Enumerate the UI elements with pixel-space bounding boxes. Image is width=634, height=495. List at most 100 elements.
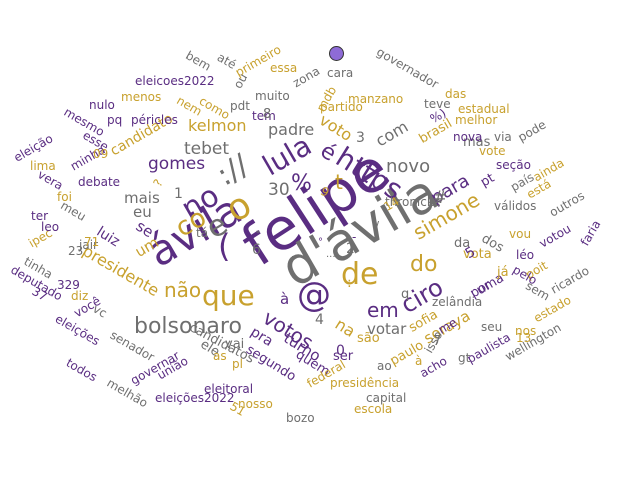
word-manzano: manzano bbox=[348, 92, 404, 106]
word-mas: mas bbox=[463, 135, 491, 150]
word-nao: não bbox=[164, 278, 202, 302]
word-1: 1 bbox=[174, 186, 183, 202]
word-acho: acho bbox=[417, 353, 450, 381]
word-todos: todos bbox=[63, 355, 100, 385]
word-symbol-179: : bbox=[347, 275, 352, 291]
word-7: 7 bbox=[433, 334, 442, 349]
word-71: 71 bbox=[84, 235, 100, 249]
word-symbol-16: % bbox=[291, 171, 312, 196]
word-eleitoral: eleitoral bbox=[204, 382, 254, 396]
word-gt: gt bbox=[458, 351, 471, 365]
word-nova: nova bbox=[453, 130, 483, 144]
word-13: 13 bbox=[516, 331, 532, 345]
word-das: das bbox=[445, 87, 467, 101]
word-eu: eu bbox=[133, 203, 152, 221]
word-da: da bbox=[454, 236, 471, 251]
word-symbol-39: # bbox=[433, 188, 448, 208]
word-329: 329 bbox=[57, 278, 80, 292]
word-pt: pt bbox=[478, 170, 498, 191]
word-via: via bbox=[494, 130, 512, 144]
word-thronicke: thronicke bbox=[385, 195, 441, 209]
word-melhor: melhor bbox=[455, 113, 498, 127]
word-30: 30 bbox=[268, 180, 290, 200]
word-bozo: bozo bbox=[286, 411, 315, 425]
word-secao: seção bbox=[496, 158, 531, 172]
word-ter: ter bbox=[31, 209, 49, 223]
word-menos: menos bbox=[121, 90, 162, 104]
word-de: de bbox=[341, 257, 379, 292]
word-bolsonaro: bolsonaro bbox=[134, 314, 242, 339]
word-partido: partido bbox=[320, 100, 363, 114]
word-t: t bbox=[335, 170, 343, 194]
word-voto: voto bbox=[315, 110, 356, 145]
word-vota: vota bbox=[463, 247, 492, 262]
word-paulista: paulista bbox=[464, 330, 513, 366]
word-symbol-178: - bbox=[352, 230, 357, 244]
word-capital: capital bbox=[366, 391, 407, 405]
word-leo: leo bbox=[41, 220, 60, 234]
word-pericles: péricles bbox=[131, 113, 178, 127]
word-vote: vote bbox=[479, 144, 506, 158]
word-pl: pl bbox=[232, 357, 243, 371]
word-mais: mais bbox=[124, 189, 160, 207]
word-bem: bem bbox=[183, 48, 214, 74]
word-ao: ao bbox=[377, 359, 392, 373]
word-eleicoes2022: eleições2022 bbox=[155, 391, 235, 405]
word-3: 3 bbox=[356, 130, 365, 146]
word-na: na bbox=[331, 314, 359, 341]
word-2: 2 bbox=[346, 241, 355, 257]
word-zelandia: zelândia bbox=[432, 295, 483, 309]
word-em: em bbox=[367, 298, 399, 322]
word-tem: tem bbox=[252, 109, 276, 123]
word-nulo: nulo bbox=[89, 98, 115, 112]
word-teve: teve bbox=[424, 97, 451, 111]
word-kelmon: kelmon bbox=[188, 116, 247, 135]
word-as: as bbox=[213, 349, 227, 363]
word-leo: léo bbox=[516, 248, 535, 262]
word-governador: governador bbox=[374, 44, 441, 92]
word-cara: cara bbox=[327, 66, 354, 80]
word-faria: faria bbox=[577, 217, 604, 249]
word-6: 6 bbox=[252, 242, 261, 258]
word-seu: seu bbox=[481, 320, 503, 334]
word-pdt: pdt bbox=[230, 99, 250, 113]
word-jair: jair bbox=[79, 238, 98, 252]
word-muito: muito bbox=[255, 89, 290, 103]
word-symbol-176: ? bbox=[150, 176, 166, 190]
word-q: q bbox=[401, 287, 410, 302]
word-ricardo: ricardo bbox=[548, 263, 592, 297]
word-diz: diz bbox=[71, 289, 89, 303]
word-symbol-181: * bbox=[256, 229, 260, 238]
word-validos: válidos bbox=[494, 199, 537, 213]
word-essa: essa bbox=[270, 61, 298, 75]
word-escola: escola bbox=[354, 402, 393, 416]
word-gomes: gomes bbox=[148, 154, 206, 174]
word-ta: tá bbox=[196, 226, 209, 240]
word-sao: são bbox=[357, 331, 380, 346]
word-lima: lima bbox=[30, 159, 56, 173]
word-ja: já bbox=[497, 265, 509, 280]
word-do: do bbox=[410, 252, 438, 277]
word-nos: nos bbox=[515, 324, 537, 338]
word-estadual: estadual bbox=[458, 102, 510, 116]
word-outros: outros bbox=[547, 188, 587, 220]
word-votar: votar bbox=[367, 320, 407, 338]
word-8: 8 bbox=[263, 107, 272, 122]
word-que: que bbox=[202, 279, 255, 312]
word-foi: foi bbox=[57, 190, 72, 204]
word-symbol-4: @ bbox=[297, 275, 331, 315]
word-eleicoes2022: eleicoes2022 bbox=[135, 74, 215, 88]
word-symbol-180: ... bbox=[326, 249, 336, 260]
word-4: 4 bbox=[315, 312, 324, 328]
word-symbol-183: ° bbox=[318, 237, 323, 248]
word-pode: pode bbox=[515, 117, 549, 145]
word-novo: novo bbox=[386, 156, 431, 177]
word-a: à bbox=[280, 290, 290, 308]
word-09: 09 bbox=[93, 147, 109, 161]
word-0: 0 bbox=[336, 343, 345, 359]
word-a: à bbox=[415, 354, 423, 368]
word-vai: vai bbox=[225, 337, 245, 352]
word-padre: padre bbox=[268, 120, 315, 139]
